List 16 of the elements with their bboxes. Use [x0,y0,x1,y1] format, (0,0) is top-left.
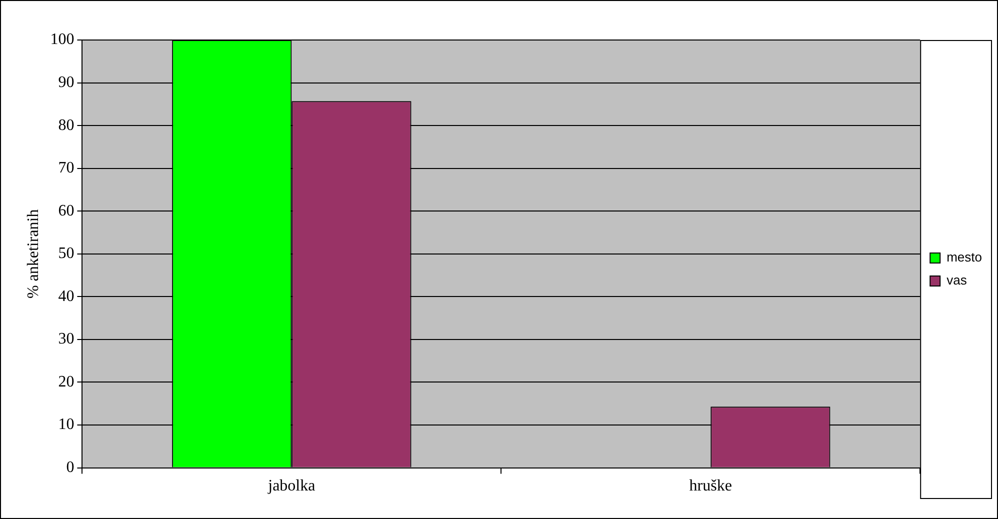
y-axis-title: % anketiranih [24,209,42,299]
y-tick-label: 50 [58,245,74,262]
legend-label: mesto [946,250,982,265]
y-tick-label: 80 [58,116,74,134]
y-tick-label: 30 [58,330,74,348]
legend-label: vas [946,272,968,288]
y-tick-label: 20 [58,373,74,390]
y-tick-label: 0 [66,459,74,476]
y-tick-label: 40 [58,288,74,305]
y-tick-label: 60 [58,202,74,220]
x-tick-label: hruške [689,478,732,495]
x-tick-label: jabolka [267,478,316,495]
y-tick-label: 100 [50,31,74,48]
y-tick-label: 10 [58,416,74,434]
y-tick-label: 90 [58,74,74,91]
y-tick-label: 70 [58,160,74,177]
